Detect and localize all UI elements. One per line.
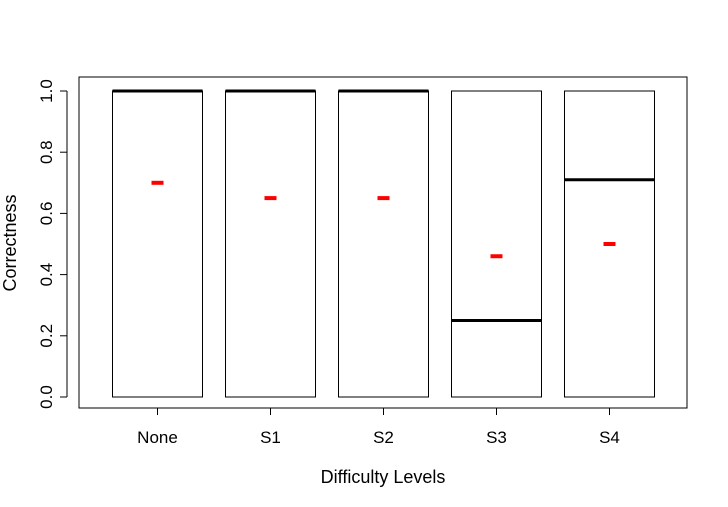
x-tick-label: S4 bbox=[599, 428, 620, 447]
box-body bbox=[225, 90, 316, 398]
y-tick-label: 1.0 bbox=[37, 79, 56, 103]
y-axis: 0.0 0.2 0.4 0.6 0.8 1.0 bbox=[37, 79, 68, 409]
x-tick-label: None bbox=[137, 428, 178, 447]
x-axis: None S1 S2 S3 S4 bbox=[137, 407, 620, 447]
box-s4 bbox=[564, 90, 655, 398]
box-s3 bbox=[451, 90, 542, 398]
plot-frame bbox=[78, 76, 688, 409]
y-tick-label: 0.8 bbox=[37, 140, 56, 164]
box-s2 bbox=[338, 89, 429, 398]
y-tick-label: 0.4 bbox=[37, 263, 56, 287]
y-tick-label: 0.2 bbox=[37, 324, 56, 348]
x-tick-label: S3 bbox=[486, 428, 507, 447]
y-tick-label: 0.0 bbox=[37, 385, 56, 409]
y-tick-label: 0.6 bbox=[37, 202, 56, 226]
box-body bbox=[112, 90, 203, 398]
box-group bbox=[112, 89, 655, 398]
x-tick-label: S1 bbox=[260, 428, 281, 447]
box-body bbox=[451, 90, 542, 398]
box-s1 bbox=[225, 89, 316, 398]
x-tick-label: S2 bbox=[373, 428, 394, 447]
x-axis-label: Difficulty Levels bbox=[321, 467, 446, 487]
box-body bbox=[338, 90, 429, 398]
y-axis-label: Correctness bbox=[0, 194, 20, 291]
box-none bbox=[112, 89, 203, 398]
